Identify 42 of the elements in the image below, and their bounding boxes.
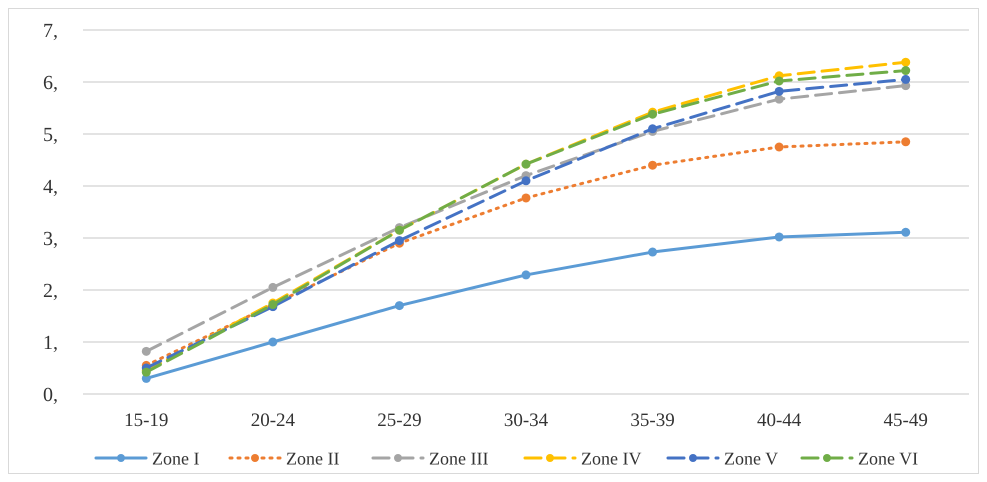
x-tick-label: 35-39 [630, 410, 675, 431]
x-tick-label: 45-49 [884, 410, 928, 431]
y-tick-label: 7, [43, 20, 58, 42]
point [774, 142, 784, 152]
point [774, 232, 784, 242]
y-tick-label: 6, [43, 72, 58, 94]
point [268, 282, 278, 292]
point [901, 74, 910, 84]
y-tick-label: 3, [43, 228, 58, 250]
x-tick-label: 40-44 [756, 410, 802, 431]
x-tick-label: 15-19 [124, 410, 168, 431]
point [394, 236, 404, 246]
point [648, 248, 658, 257]
point [901, 228, 910, 237]
point [394, 301, 404, 310]
point [774, 86, 784, 96]
legend-label: Zone I [152, 448, 200, 468]
point [142, 346, 151, 356]
y-tick-label: 0, [43, 384, 58, 406]
legend-label: Zone IV [581, 448, 642, 468]
y-tick-label: 2, [43, 280, 58, 302]
y-tick-label: 4, [43, 176, 58, 198]
legend-label: Zone II [286, 448, 340, 468]
point [648, 160, 658, 170]
point [648, 124, 658, 134]
point [901, 58, 910, 67]
point [522, 193, 530, 202]
x-tick-label: 30-34 [504, 410, 549, 431]
y-tick-label: 5, [43, 124, 58, 146]
point [522, 176, 530, 186]
x-tick-label: 25-29 [377, 410, 422, 431]
legend-label: Zone V [724, 448, 778, 468]
y-tick-label: 1, [43, 332, 58, 354]
legend-label: Zone VI [858, 448, 918, 468]
point [774, 94, 784, 104]
point [901, 137, 910, 146]
x-tick-label: 20-24 [250, 410, 296, 431]
point [901, 66, 910, 76]
point [522, 270, 530, 280]
point [774, 76, 784, 86]
point [268, 338, 278, 346]
legend-label: Zone III [429, 448, 488, 468]
